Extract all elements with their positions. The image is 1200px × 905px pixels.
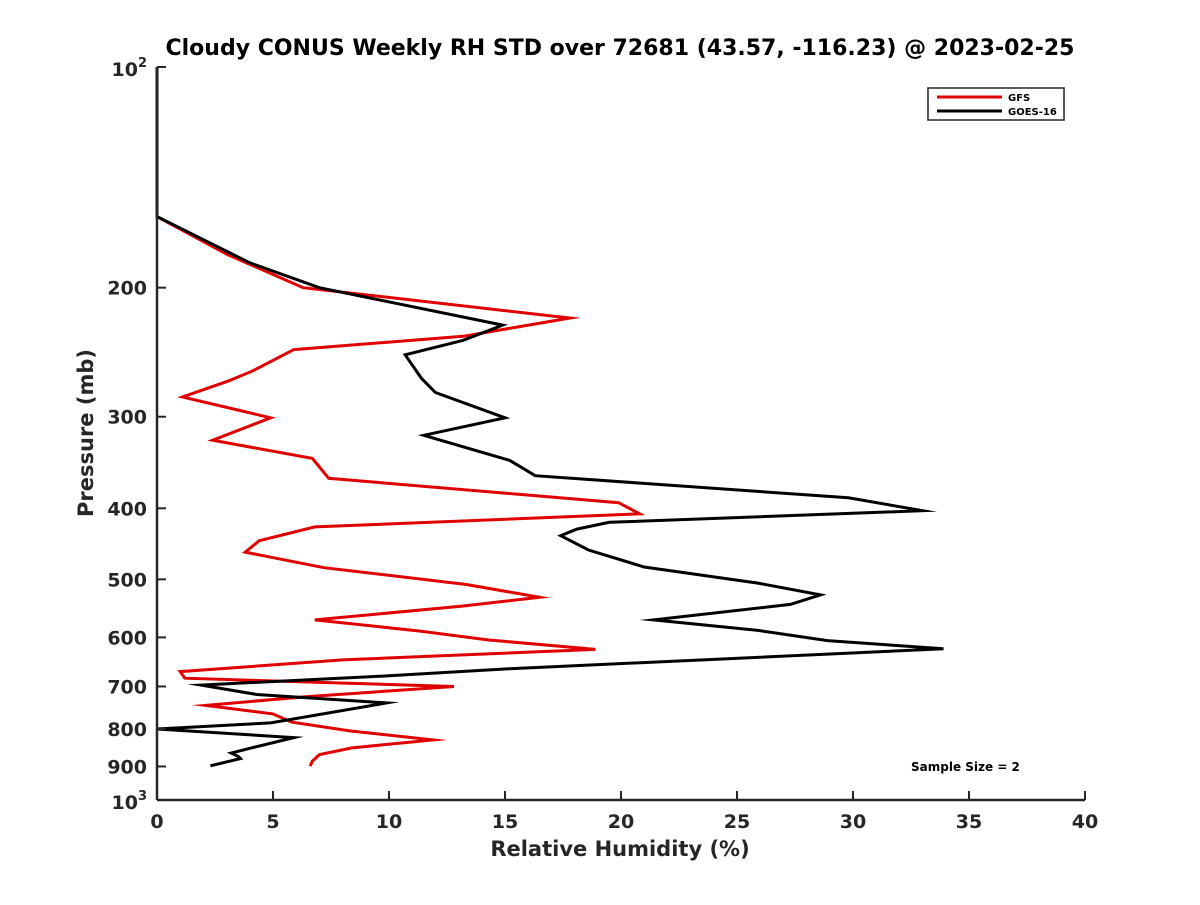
series-line-gfs <box>155 67 646 767</box>
y-tick-label: 800 <box>107 719 147 741</box>
x-tick-label: 5 <box>266 811 279 833</box>
x-tick-label: 20 <box>608 811 634 833</box>
y-axis-label: Pressure (mb) <box>74 349 98 517</box>
legend-label: GOES-16 <box>1008 107 1057 118</box>
chart-title: Cloudy CONUS Weekly RH STD over 72681 (4… <box>166 36 1075 61</box>
legend-box <box>927 87 1065 121</box>
x-axis-label: Relative Humidity (%) <box>490 837 749 861</box>
x-tick-label: 25 <box>724 811 750 833</box>
y-tick-label: 900 <box>107 756 147 778</box>
x-tick-label: 15 <box>492 811 518 833</box>
legend-label: GFS <box>1008 93 1030 104</box>
y-tick-label: 200 <box>107 278 147 300</box>
y-tick-label-top: 102 <box>112 56 148 81</box>
y-tick-label: 400 <box>107 498 147 520</box>
axes: 0 5 10 15 20 25 30 35 40 200 300 400 500 600 700 800 900… <box>107 56 1098 833</box>
plot-lines <box>155 67 944 768</box>
series-line-goes-16 <box>155 67 944 768</box>
x-tick-label: 40 <box>1072 811 1098 833</box>
y-tick-label: 700 <box>107 676 147 698</box>
x-tick-label: 0 <box>150 811 163 833</box>
y-tick-label: 600 <box>107 627 147 649</box>
sample-size-annotation: Sample Size = 2 <box>911 760 1020 774</box>
x-tick-label: 35 <box>956 811 982 833</box>
x-tick-label: 30 <box>840 811 866 833</box>
legend: GFS GOES-16 <box>927 87 1065 121</box>
x-tick-label: 10 <box>376 811 402 833</box>
y-tick-label-bottom: 103 <box>112 789 148 814</box>
y-tick-label: 300 <box>107 407 147 429</box>
y-tick-label: 500 <box>107 569 147 591</box>
